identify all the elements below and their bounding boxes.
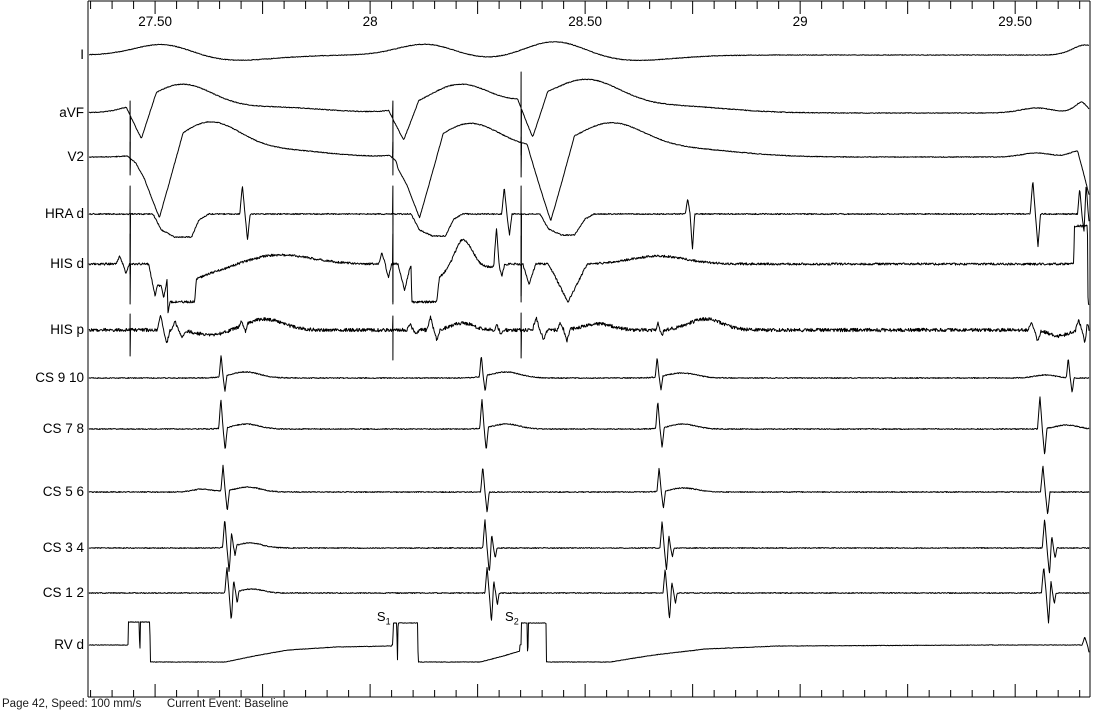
channel-label-cs-1-2: CS 1 2	[42, 585, 84, 600]
channel-label-i: I	[80, 47, 84, 62]
trace-v2	[88, 121, 1090, 221]
trace-i	[89, 41, 1089, 62]
trace-hra-d	[88, 182, 1090, 303]
time-tick-label: 29	[793, 14, 808, 29]
time-tick-label: 29.50	[998, 14, 1032, 29]
trace-cs-7-8	[88, 396, 1090, 455]
trace-avf	[88, 71, 1090, 159]
trace-cs-9-10	[88, 355, 1090, 393]
trace-rv-d	[88, 621, 1090, 663]
bottom-time-ruler	[90, 684, 1081, 697]
channel-label-his-p: HIS p	[50, 322, 84, 337]
channel-label-avf: aVF	[59, 105, 84, 120]
channel-label-cs-3-4: CS 3 4	[42, 540, 84, 555]
trace-cs-1-2	[88, 567, 1090, 624]
time-axis-labels: 27.50 28 28.50 29 29.50	[138, 14, 1032, 29]
top-time-ruler	[90, 1, 1081, 14]
channel-label-cs-7-8: CS 7 8	[42, 421, 84, 436]
stimulus-marker-S2: S2	[505, 609, 519, 627]
status-bar-text: Page 42, Speed: 100 mm/s Current Event: …	[2, 698, 289, 710]
trace-his-d	[88, 224, 1090, 314]
channel-label-cs-9-10: CS 9 10	[35, 370, 84, 385]
channel-label-rv-d: RV d	[54, 637, 84, 652]
trace-cs-5-6	[88, 464, 1090, 515]
stimulus-marker-S1: S1	[376, 609, 391, 627]
channel-label-his-d: HIS d	[50, 256, 84, 271]
channel-label-cs-5-6: CS 5 6	[42, 484, 84, 499]
time-tick-label: 28.50	[568, 14, 602, 29]
channel-label-hra-d: HRA d	[44, 206, 84, 221]
time-tick-label: 28	[363, 14, 378, 29]
waveform-traces	[88, 41, 1090, 663]
plot-frame	[87, 0, 1091, 698]
trace-cs-3-4	[88, 519, 1090, 574]
channel-label-v2: V2	[67, 149, 84, 164]
trace-his-p	[88, 312, 1090, 361]
time-tick-label: 27.50	[138, 14, 172, 29]
